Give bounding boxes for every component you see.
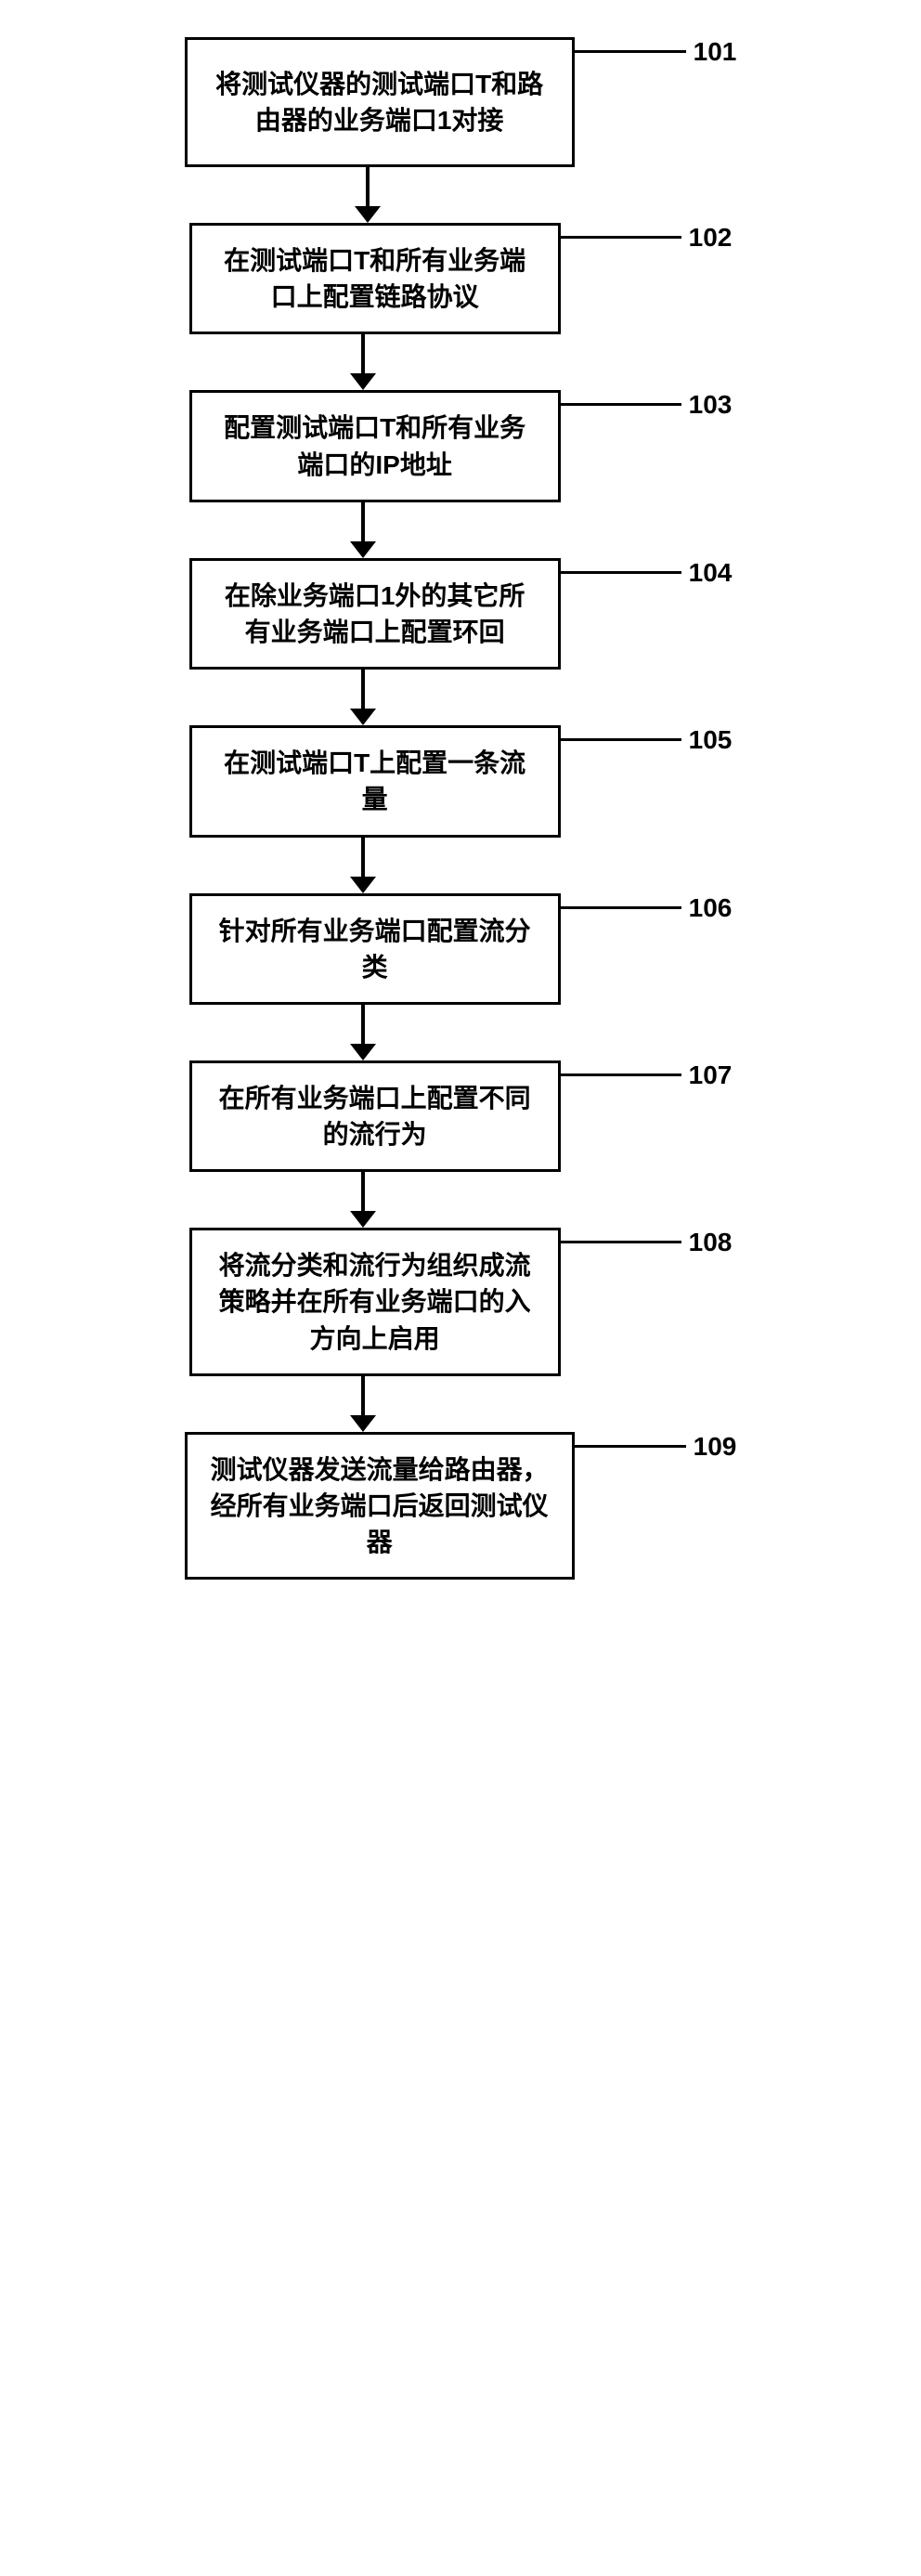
callout-line — [561, 236, 681, 239]
callout-line — [561, 738, 681, 741]
arrow-102-to-103 — [0, 334, 824, 390]
step-label-101: 101 — [686, 37, 737, 67]
step-row-107: 在所有业务端口上配置不同的流行为 107 — [0, 1060, 921, 1172]
arrow-head-icon — [350, 1044, 376, 1060]
step-box-105: 在测试端口T上配置一条流量 — [189, 725, 561, 837]
arrow-101-to-102 — [0, 167, 828, 223]
callout-line — [561, 906, 681, 909]
callout-line — [575, 1445, 686, 1448]
step-label-106: 106 — [681, 893, 733, 923]
step-box-109: 测试仪器发送流量给路由器，经所有业务端口后返回测试仪器 — [185, 1432, 575, 1581]
step-box-101: 将测试仪器的测试端口T和路由器的业务端口1对接 — [185, 37, 575, 167]
arrow-108-to-109 — [0, 1376, 824, 1432]
step-box-106: 针对所有业务端口配置流分类 — [189, 893, 561, 1005]
step-box-102: 在测试端口T和所有业务端口上配置链路协议 — [189, 223, 561, 334]
step-box-108: 将流分类和流行为组织成流策略并在所有业务端口的入方向上启用 — [189, 1228, 561, 1376]
arrow-shaft — [361, 1376, 365, 1415]
step-label-104: 104 — [681, 558, 733, 588]
step-row-104: 在除业务端口1外的其它所有业务端口上配置环回 104 — [0, 558, 921, 670]
step-row-103: 配置测试端口T和所有业务端口的IP地址 103 — [0, 390, 921, 501]
arrow-head-icon — [350, 373, 376, 390]
arrow-104-to-105 — [0, 670, 824, 725]
step-label-108: 108 — [681, 1228, 733, 1257]
arrow-shaft — [361, 670, 365, 709]
flowchart-container: 将测试仪器的测试端口T和路由器的业务端口1对接 101 在测试端口T和所有业务端口上… — [0, 37, 921, 1580]
arrow-105-to-106 — [0, 838, 824, 893]
callout-line — [561, 1241, 681, 1243]
arrow-head-icon — [355, 206, 381, 223]
arrow-shaft — [361, 334, 365, 373]
arrow-shaft — [361, 1172, 365, 1211]
arrow-103-to-104 — [0, 502, 824, 558]
step-label-102: 102 — [681, 223, 733, 253]
callout-line — [561, 571, 681, 574]
step-row-105: 在测试端口T上配置一条流量 105 — [0, 725, 921, 837]
step-row-108: 将流分类和流行为组织成流策略并在所有业务端口的入方向上启用 108 — [0, 1228, 921, 1376]
arrow-head-icon — [350, 877, 376, 893]
callout-line — [575, 50, 686, 53]
step-box-104: 在除业务端口1外的其它所有业务端口上配置环回 — [189, 558, 561, 670]
step-box-103: 配置测试端口T和所有业务端口的IP地址 — [189, 390, 561, 501]
step-box-107: 在所有业务端口上配置不同的流行为 — [189, 1060, 561, 1172]
arrow-head-icon — [350, 709, 376, 725]
callout-line — [561, 1073, 681, 1076]
arrow-107-to-108 — [0, 1172, 824, 1228]
step-row-109: 测试仪器发送流量给路由器，经所有业务端口后返回测试仪器 109 — [0, 1432, 921, 1581]
arrow-head-icon — [350, 1211, 376, 1228]
step-label-103: 103 — [681, 390, 733, 420]
step-label-107: 107 — [681, 1060, 733, 1090]
step-row-101: 将测试仪器的测试端口T和路由器的业务端口1对接 101 — [0, 37, 921, 167]
arrow-shaft — [361, 838, 365, 877]
step-label-109: 109 — [686, 1432, 737, 1462]
step-label-105: 105 — [681, 725, 733, 755]
arrow-head-icon — [350, 1415, 376, 1432]
arrow-shaft — [366, 167, 370, 206]
arrow-106-to-107 — [0, 1005, 824, 1060]
callout-line — [561, 403, 681, 406]
arrow-shaft — [361, 1005, 365, 1044]
arrow-head-icon — [350, 541, 376, 558]
step-row-106: 针对所有业务端口配置流分类 106 — [0, 893, 921, 1005]
step-row-102: 在测试端口T和所有业务端口上配置链路协议 102 — [0, 223, 921, 334]
arrow-shaft — [361, 502, 365, 541]
